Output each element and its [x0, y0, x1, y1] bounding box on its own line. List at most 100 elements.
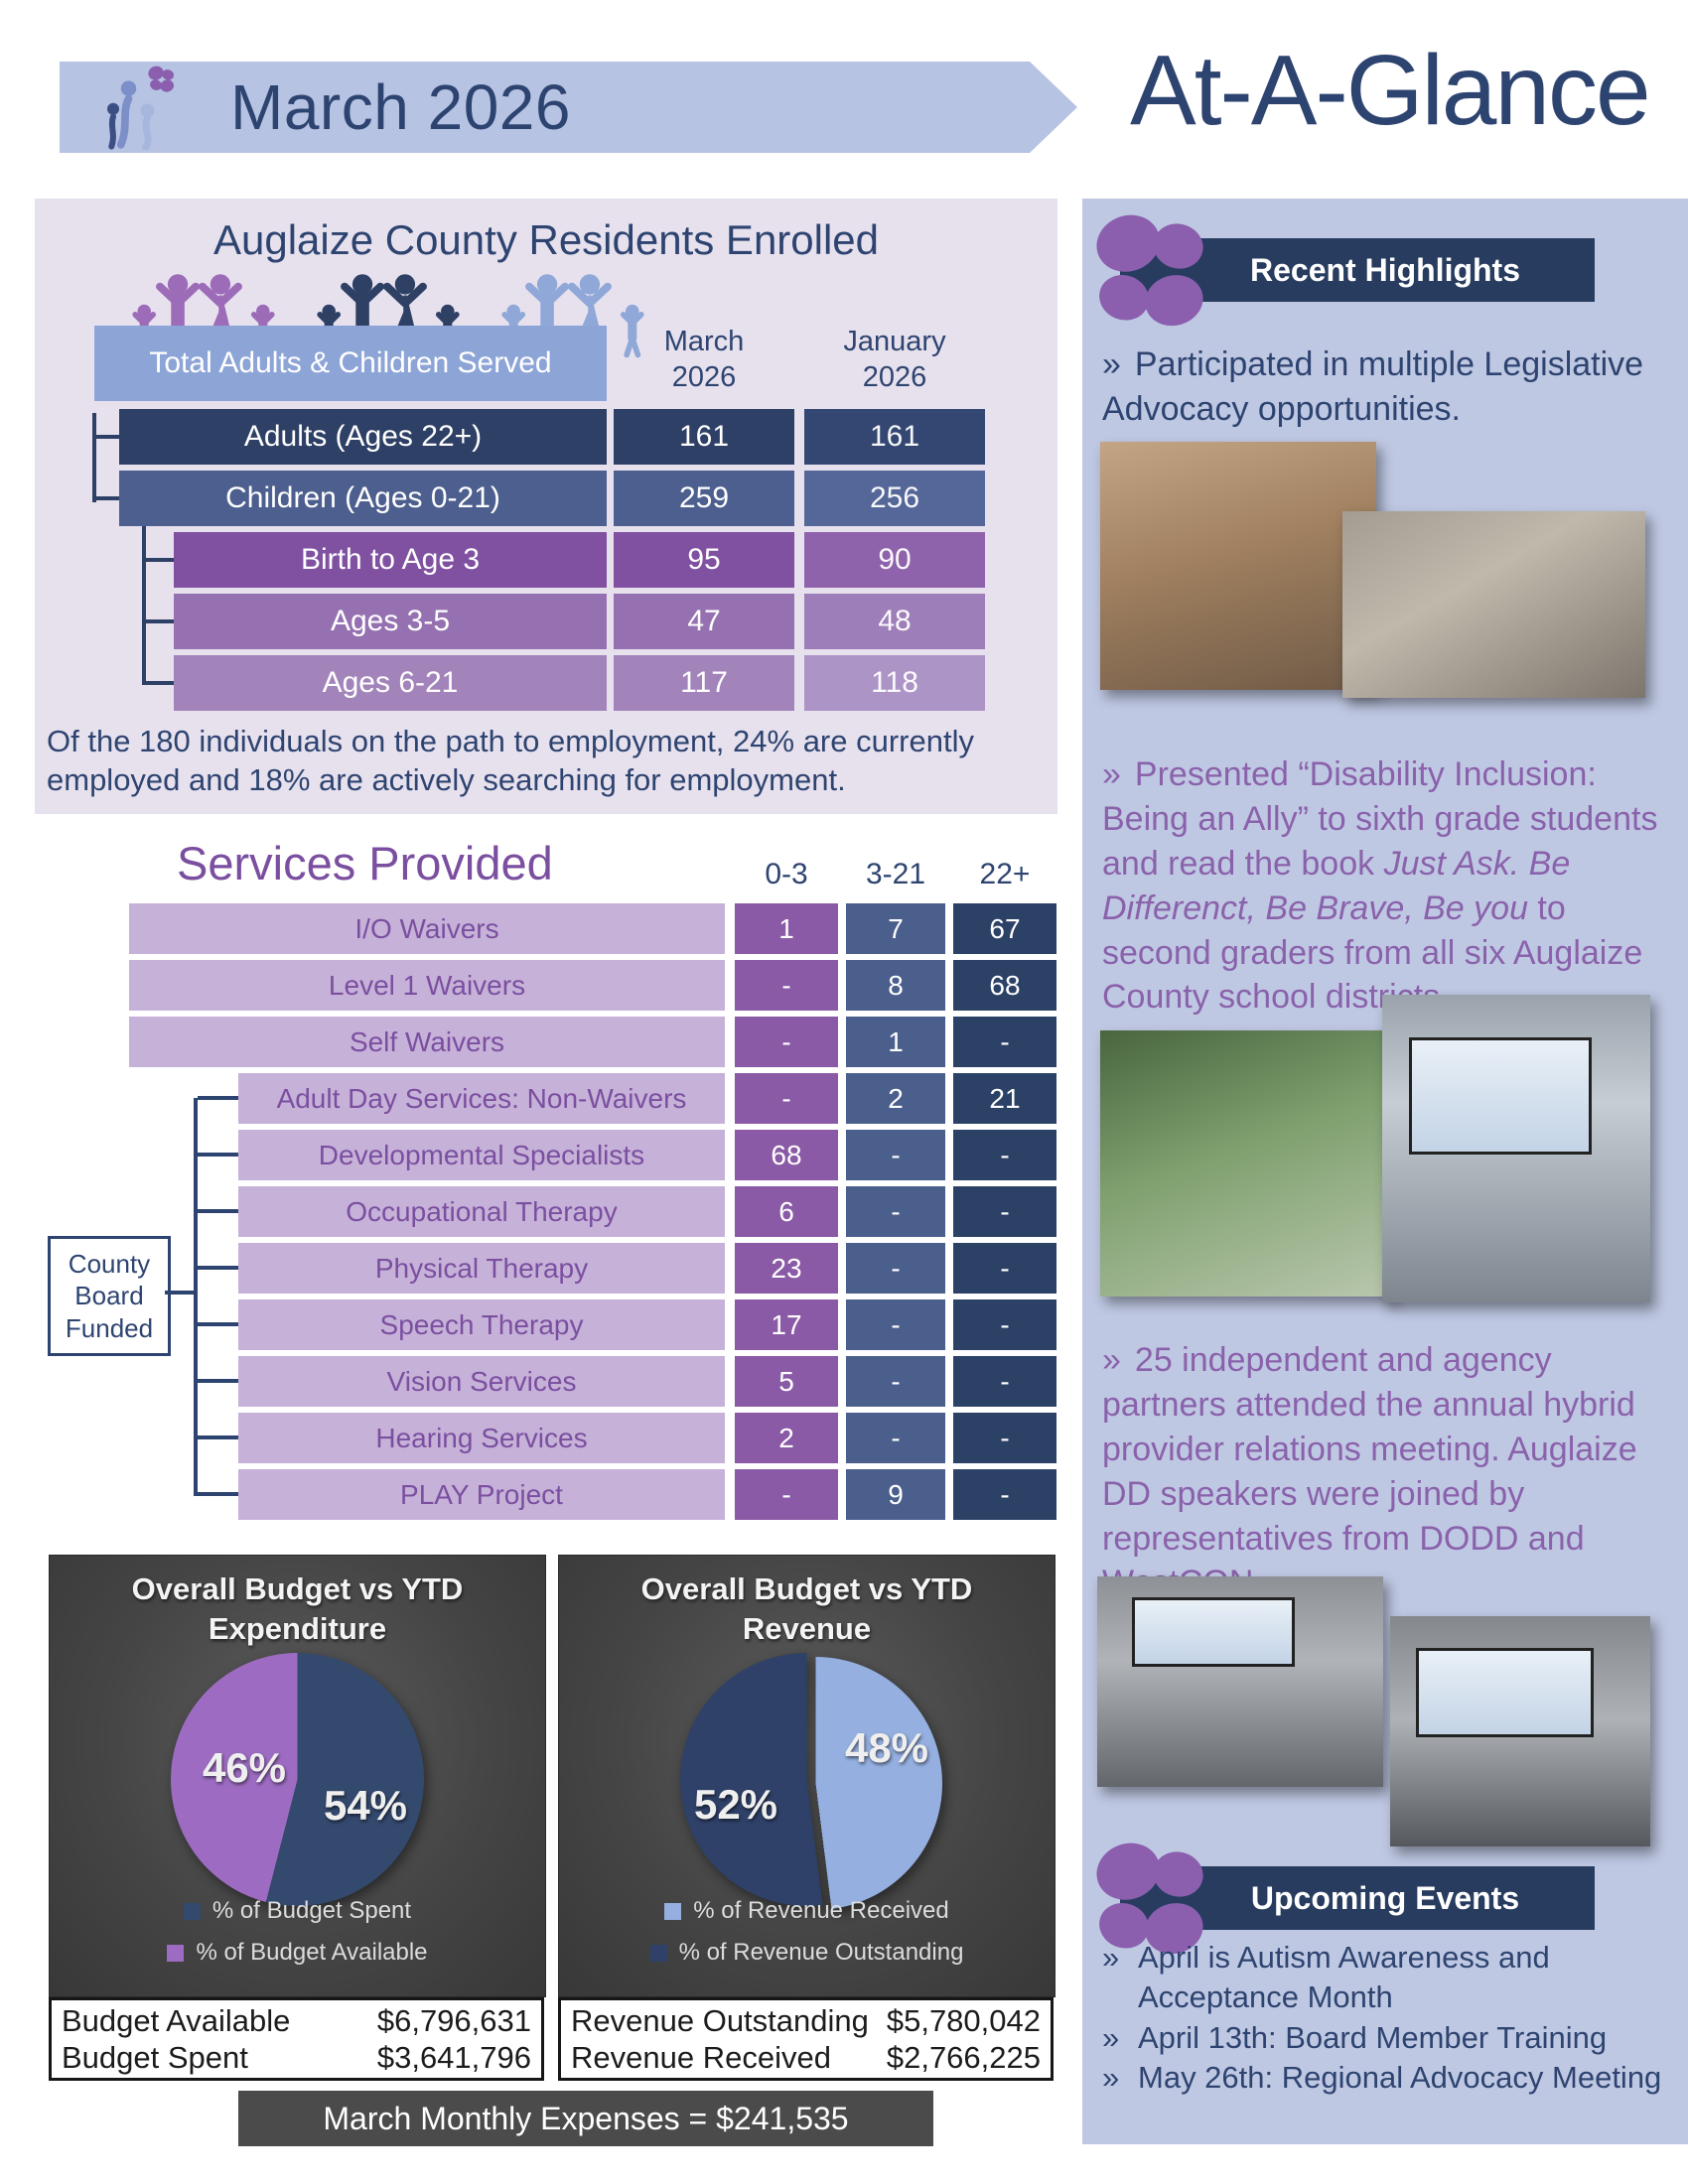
legend-budget-spent: % of Budget Spent — [50, 1897, 545, 1925]
bracket-line — [142, 526, 146, 685]
service-cell: - — [953, 1413, 1056, 1463]
bullet-marker: » — [1102, 1341, 1121, 1379]
pie-label-outstanding: 52% — [693, 1781, 778, 1828]
enrolled-header-label: Total Adults & Children Served — [149, 346, 552, 379]
revenue-figures-table: Revenue Outstanding $5,780,042 Revenue R… — [558, 1997, 1054, 2081]
employment-note: Of the 180 individuals on the path to em… — [47, 724, 974, 797]
org-logo-icon — [95, 65, 205, 150]
projector-screen — [1416, 1648, 1595, 1737]
bullet-marker: » — [1102, 2019, 1120, 2055]
table-cell: 259 — [614, 471, 794, 526]
table-row: Revenue Received $2,766,225 — [571, 2039, 1041, 2075]
service-cell: - — [953, 1469, 1056, 1520]
bracket-line — [198, 1379, 238, 1383]
bracket-line — [198, 1209, 238, 1213]
enrolled-title: Auglaize County Residents Enrolled — [212, 216, 880, 263]
service-cell: 6 — [735, 1186, 838, 1237]
bullet-marker: » — [1102, 345, 1121, 383]
service-cell: 23 — [735, 1243, 838, 1294]
event-item: » April is Autism Awareness and Acceptan… — [1102, 1938, 1674, 2018]
service-cell: - — [735, 1469, 838, 1520]
service-cell: - — [846, 1243, 945, 1294]
service-cell: 67 — [953, 903, 1056, 954]
page-title: At-A-Glance — [1130, 35, 1651, 146]
service-row-label: I/O Waivers — [129, 903, 725, 954]
bracket-line — [165, 1291, 194, 1295]
service-cell: - — [846, 1356, 945, 1407]
bracket-line — [92, 496, 120, 500]
service-cell: - — [953, 1017, 1056, 1067]
photo-classroom-1 — [1100, 1030, 1393, 1297]
budget-figures-table: Budget Available $6,796,631 Budget Spent… — [49, 1997, 544, 2081]
service-cell: 68 — [735, 1130, 838, 1180]
column-header-march: March 2026 — [663, 326, 745, 394]
service-cell: - — [846, 1413, 945, 1463]
chart-title: Overall Budget vs YTD Expenditure — [131, 1571, 464, 1647]
table-cell: 117 — [614, 655, 794, 711]
bracket-line — [198, 1435, 238, 1439]
service-cell: 2 — [846, 1073, 945, 1124]
service-row-label: Vision Services — [238, 1356, 725, 1407]
butterfly-icon — [1096, 1843, 1203, 1955]
legend-revenue-outstanding: % of Revenue Outstanding — [559, 1939, 1055, 1967]
photo-provider-meeting-1 — [1097, 1576, 1383, 1787]
pie-slice-received — [689, 1657, 942, 1910]
service-row-label: Physical Therapy — [238, 1243, 725, 1294]
event-item: » April 13th: Board Member Training — [1102, 2018, 1674, 2058]
table-row-label: Ages 6-21 — [174, 655, 607, 711]
table-cell: 95 — [614, 532, 794, 588]
column-header-3-21: 3-21 — [865, 858, 926, 890]
service-row-label: Developmental Specialists — [238, 1130, 725, 1180]
service-row-label: Level 1 Waivers — [129, 960, 725, 1011]
header-banner: March 2026 — [60, 62, 1077, 153]
service-cell: 5 — [735, 1356, 838, 1407]
bullet-marker: » — [1102, 2059, 1120, 2095]
service-cell: - — [735, 1017, 838, 1067]
service-cell: 68 — [953, 960, 1056, 1011]
service-row-label: Hearing Services — [238, 1413, 725, 1463]
photo-legislative-visit-1 — [1100, 442, 1376, 690]
table-cell: 161 — [614, 409, 794, 465]
bracket-line — [198, 1266, 238, 1270]
service-cell: 21 — [953, 1073, 1056, 1124]
service-cell: - — [735, 960, 838, 1011]
bracket-line — [198, 1492, 238, 1496]
service-row-label: Occupational Therapy — [238, 1186, 725, 1237]
chart-title: Overall Budget vs YTD Revenue — [640, 1571, 973, 1647]
service-cell: 7 — [846, 903, 945, 954]
legend-swatch — [649, 1944, 667, 1962]
service-row-label: Speech Therapy — [238, 1299, 725, 1350]
service-cell: - — [846, 1130, 945, 1180]
service-cell: 1 — [846, 1017, 945, 1067]
service-cell: - — [953, 1299, 1056, 1350]
service-cell: 17 — [735, 1299, 838, 1350]
sidebar: Recent Highlights » Participated in multi… — [1082, 199, 1688, 2144]
bullet-marker: » — [1102, 755, 1121, 793]
bracket-line — [194, 1098, 198, 1496]
photo-provider-meeting-2 — [1390, 1616, 1650, 1846]
bracket-line — [198, 1096, 238, 1100]
butterfly-icon — [1096, 214, 1203, 327]
service-cell: - — [953, 1356, 1056, 1407]
enrolled-section: Auglaize County Residents Enrolled — [35, 199, 1057, 814]
service-row-label: Adult Day Services: Non-Waivers — [238, 1073, 725, 1124]
service-cell: 8 — [846, 960, 945, 1011]
issue-month: March 2026 — [230, 71, 571, 143]
bracket-line — [198, 1322, 238, 1326]
projector-screen — [1131, 1597, 1295, 1667]
highlight-item-2: » Presented “Disability Inclusion: Being … — [1102, 755, 1658, 1017]
table-cell: 90 — [804, 532, 985, 588]
service-cell: - — [953, 1130, 1056, 1180]
bullet-marker: » — [1102, 1940, 1120, 1975]
highlight-item-1: » Participated in multiple Legislative Ad… — [1102, 345, 1644, 428]
services-section: Services Provided 0-3 3-21 22+ County Bo… — [0, 834, 1072, 1541]
service-cell: - — [953, 1243, 1056, 1294]
table-row-label: Ages 3-5 — [174, 594, 607, 649]
pie-slices — [171, 1653, 424, 1906]
table-cell: 48 — [804, 594, 985, 649]
budget-revenue-chart-panel: Overall Budget vs YTD Revenue 48% 52% % … — [558, 1555, 1055, 1997]
table-cell: 118 — [804, 655, 985, 711]
enrolled-header-row: Total Adults & Children Served — [94, 326, 607, 401]
bracket-line — [142, 619, 175, 623]
service-cell: 9 — [846, 1469, 945, 1520]
